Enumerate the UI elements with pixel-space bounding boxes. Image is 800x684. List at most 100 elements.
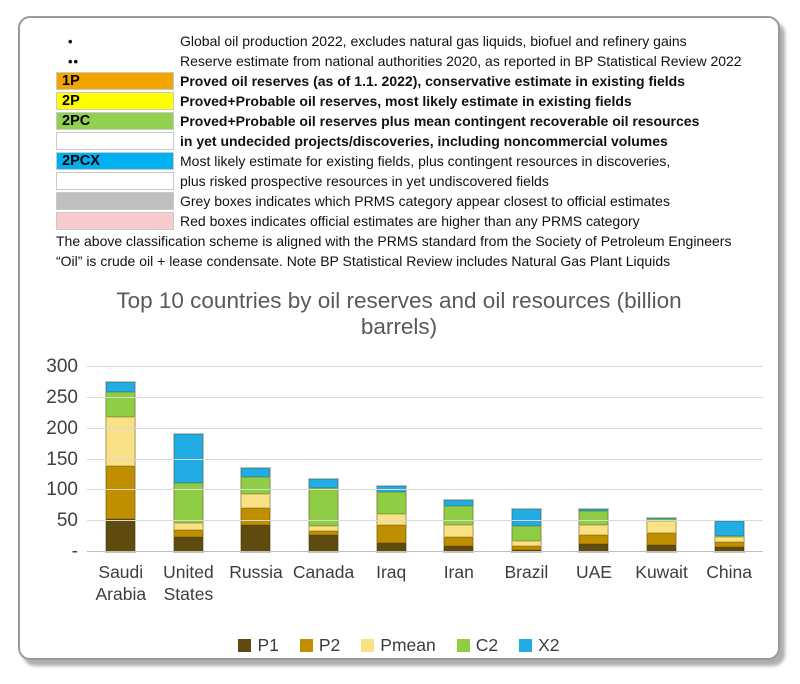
legend-label: X2	[538, 635, 560, 655]
bar-segment-p2	[376, 525, 406, 543]
x-axis-label: China	[706, 562, 752, 582]
key-row-text: Global oil production 2022, excludes nat…	[180, 33, 687, 49]
bar-canada	[309, 478, 339, 552]
bar-segment-x2	[173, 433, 203, 483]
gridline	[87, 396, 763, 398]
bar-segment-pmean	[647, 520, 677, 533]
key-row-text: Grey boxes indicates which PRMS category…	[180, 193, 670, 209]
bar-segment-x2	[309, 478, 339, 489]
x-axis-label: Kuwait	[635, 562, 688, 582]
bar-segment-p1	[511, 549, 541, 552]
gridline	[87, 520, 763, 522]
gridline	[87, 551, 763, 552]
chart-title-line1: Top 10 countries by oil reserves and oil…	[116, 288, 682, 313]
bar-segment-c2	[309, 488, 339, 527]
legend-swatch-pmean	[361, 639, 375, 652]
gridline	[87, 489, 763, 491]
bar-segment-p2	[173, 530, 203, 537]
bar-segment-x2	[714, 521, 744, 537]
bar-segment-p2	[579, 534, 609, 544]
x-axis-label: United States	[163, 562, 214, 604]
bar-segment-p1	[309, 535, 339, 552]
key-row-text: Proved+Probable oil reserves plus mean c…	[180, 113, 700, 129]
bar-segment-p1	[647, 544, 677, 552]
key-row-text: Proved+Probable oil reserves, most likel…	[180, 93, 632, 109]
key-row: 1P Proved oil reserves (as of 1.1. 2022),…	[56, 71, 764, 91]
legend-swatch-c2	[456, 639, 470, 652]
bar-segment-p1	[444, 545, 474, 552]
key-footer-line: “Oil” is crude oil + lease condensate. N…	[56, 253, 671, 269]
key-color-box	[56, 192, 174, 210]
bar-column	[87, 367, 155, 552]
bar-segment-p2	[309, 530, 339, 536]
slide-frame: • Global oil production 2022, excludes na…	[18, 16, 780, 660]
bar-uae	[579, 508, 609, 552]
bar-column	[357, 367, 425, 552]
bar-segment-p1	[241, 524, 271, 552]
key-row-text: in yet undecided projects/discoveries, i…	[180, 133, 668, 149]
key-row: 2PCX Most likely estimate for existing fi…	[56, 151, 764, 171]
bar-segment-c2	[241, 476, 271, 495]
bar-segment-c2	[647, 519, 677, 521]
bar-column	[425, 367, 493, 552]
x-axis-label: Canada	[292, 562, 355, 582]
bar-segment-p2	[106, 466, 136, 519]
key-color-box	[56, 172, 174, 190]
gridline	[87, 458, 763, 460]
bar-column	[628, 367, 696, 552]
bar-column	[695, 367, 763, 552]
key-row-text: Reserve estimate from national authoriti…	[180, 53, 742, 69]
key-row: 2PC Proved+Probable oil reserves plus mea…	[56, 111, 764, 131]
bar-russia	[241, 467, 271, 552]
bar-segment-c2	[376, 492, 406, 515]
bar-kuwait	[647, 518, 677, 552]
x-axis-label: Iran	[443, 562, 474, 582]
bar-brazil	[511, 508, 541, 552]
legend-label: P2	[318, 635, 341, 655]
bar-segment-pmean	[579, 524, 609, 535]
x-axis-label: Iraq	[376, 562, 407, 582]
bars	[87, 367, 763, 552]
bar-segment-p2	[241, 508, 271, 525]
bar-segment-x2	[579, 508, 609, 512]
bar-segment-p1	[173, 536, 203, 552]
bar-segment-pmean	[173, 523, 203, 531]
gridline	[87, 366, 763, 367]
bar-segment-pmean	[511, 540, 541, 547]
bar-segment-pmean	[106, 417, 136, 467]
classification-key: • Global oil production 2022, excludes na…	[56, 31, 764, 271]
plot-area: 300 250 200 150 100 50 -	[46, 357, 763, 562]
bar-segment-p2	[647, 532, 677, 545]
legend-item: P1	[238, 635, 279, 656]
key-color-box: 2PCX	[56, 152, 174, 170]
note-bullet: ••	[68, 53, 80, 69]
key-footer-line: The above classification scheme is align…	[56, 233, 732, 249]
key-row-text: Most likely estimate for existing fields…	[180, 153, 671, 169]
chart-title: Top 10 countries by oil reserves and oil…	[20, 288, 778, 340]
key-row: • Global oil production 2022, excludes na…	[56, 31, 764, 51]
bar-segment-pmean	[714, 537, 744, 543]
bar-column	[493, 367, 561, 552]
key-row: 2P Proved+Probable oil reserves, most lik…	[56, 91, 764, 111]
bar-segment-x2	[106, 382, 136, 393]
legend-label: P1	[257, 635, 279, 655]
legend-item: P2	[299, 635, 341, 656]
key-color-box: 1P	[56, 72, 174, 90]
key-row-text: Proved oil reserves (as of 1.1. 2022), c…	[180, 73, 686, 89]
bar-segment-c2	[579, 511, 609, 525]
bar-china	[714, 521, 744, 552]
bar-segment-x2	[647, 518, 677, 520]
legend-item: X2	[519, 635, 560, 656]
bar-segment-p1	[714, 547, 744, 552]
bar-segment-p2	[444, 536, 474, 546]
bar-segment-pmean	[241, 494, 271, 509]
legend-swatch-p1	[238, 639, 252, 652]
bar-segment-pmean	[444, 524, 474, 537]
bar-segment-c2	[511, 526, 541, 541]
bar-segment-x2	[444, 499, 474, 506]
key-color-box: 2PC	[56, 112, 174, 130]
key-color-box	[56, 132, 174, 150]
x-axis-label: Saudi Arabia	[95, 562, 147, 604]
key-color-box	[56, 212, 174, 230]
key-row: •• Reserve estimate from national authori…	[56, 51, 764, 71]
